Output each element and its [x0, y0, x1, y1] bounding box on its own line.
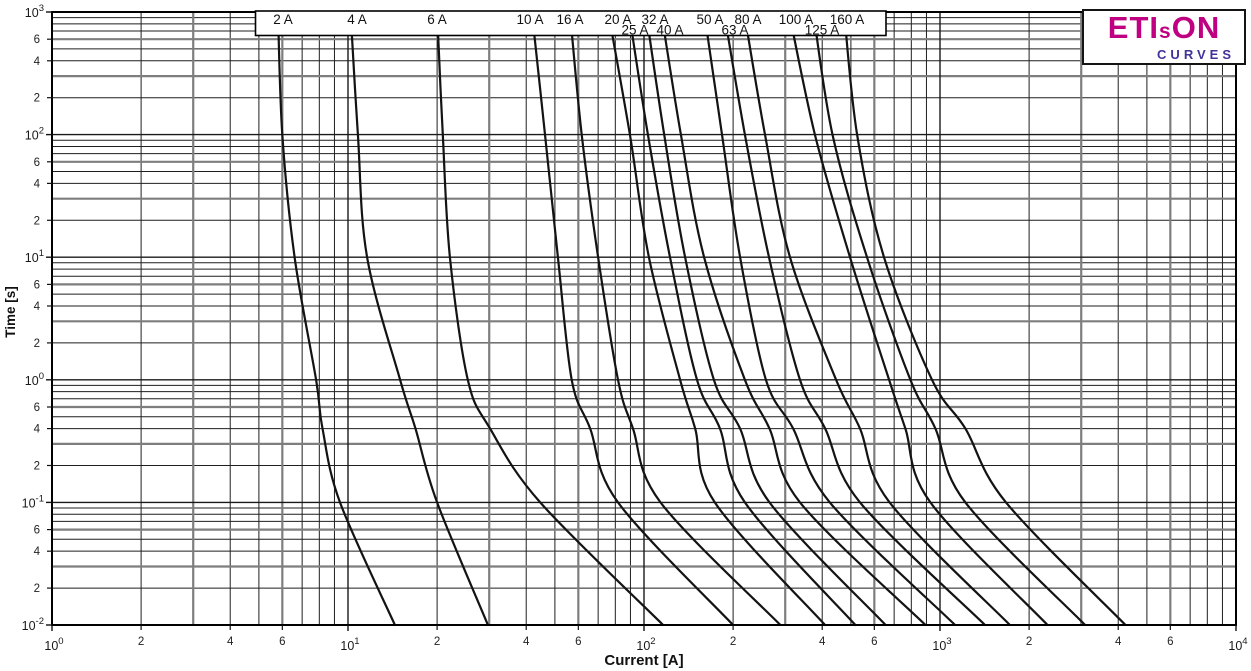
- curve-label-10a: 10 A: [516, 12, 543, 27]
- tick-label-minor: 2: [34, 460, 40, 472]
- tick-label-minor: 6: [34, 279, 40, 291]
- curve-50a: [702, 10, 957, 627]
- tick-label-minor: 6: [575, 636, 581, 648]
- tick-label-minor: 6: [1167, 636, 1173, 648]
- curve-label-40a: 40 A: [656, 23, 683, 38]
- curve-25a: [627, 10, 857, 627]
- y-axis-title: Time [s]: [3, 286, 18, 338]
- curve-label-50a: 50 A: [696, 12, 723, 27]
- logo-brand-on: ON: [1171, 10, 1221, 45]
- tick-label-minor: 2: [34, 583, 40, 595]
- curve-label-32a: 32 A: [641, 12, 668, 27]
- tick-label-minor: 4: [34, 178, 41, 190]
- tick-label-minor: 4: [523, 636, 530, 648]
- tick-label-minor: 2: [34, 338, 40, 350]
- grid-layer: [52, 12, 1237, 625]
- tick-label-minor: 6: [34, 157, 40, 169]
- tick-label-minor: 4: [34, 424, 41, 436]
- tick-label-minor: 6: [871, 636, 877, 648]
- curve-label-16a: 16 A: [556, 12, 583, 27]
- tick-label-minor: 4: [819, 636, 826, 648]
- tick-label-minor: 2: [730, 636, 736, 648]
- curve-label-100a: 100 A: [779, 12, 814, 27]
- tick-label-minor: 4: [1115, 636, 1122, 648]
- axis-ticks-and-labels: 100 2 4 6 101 2 4 6 102 2 4 6 103 2 4 6 104 103 2 4 6 102 2 4 6 1…: [22, 3, 1248, 653]
- tick-label-decade: 103: [932, 636, 951, 653]
- tick-label-decade: 10-2: [22, 616, 44, 633]
- tick-label-minor: 6: [34, 525, 40, 537]
- tick-label-minor: 4: [227, 636, 234, 648]
- tick-label-minor: 2: [34, 215, 40, 227]
- tick-label-minor: 4: [34, 56, 41, 68]
- curve-label-25a: 25 A: [621, 23, 648, 38]
- tick-label-decade: 100: [44, 636, 63, 653]
- curve-label-80a: 80 A: [734, 12, 761, 27]
- curve-63a: [722, 10, 987, 627]
- logo-subtitle: CURVES: [1157, 47, 1235, 62]
- tick-label-decade: 10-1: [22, 493, 44, 510]
- tick-label-decade: 103: [25, 3, 44, 20]
- logo-brand-s: s: [1159, 20, 1172, 43]
- logo-brand: ETIsON: [1093, 12, 1235, 47]
- curve-2a: [276, 10, 396, 627]
- tick-label-minor: 6: [279, 636, 285, 648]
- curve-10a: [530, 10, 735, 627]
- tick-label-decade: 101: [25, 248, 44, 265]
- tick-label-minor: 2: [1026, 636, 1032, 648]
- tick-label-decade: 100: [25, 371, 44, 388]
- curve-160a: [842, 10, 1127, 627]
- curves-layer: [276, 10, 1127, 627]
- tick-label-minor: 6: [34, 34, 40, 46]
- tick-label-minor: 6: [34, 402, 40, 414]
- curve-label-160a: 160 A: [830, 12, 865, 27]
- curve-label-box-frame: [254, 10, 887, 37]
- curve-32a: [644, 10, 887, 627]
- curve-label-2a: 2 A: [273, 12, 293, 27]
- curve-4a: [349, 10, 489, 627]
- curve-16a: [568, 10, 782, 627]
- curve-20a: [607, 10, 827, 627]
- curve-125a: [812, 10, 1087, 627]
- tick-label-minor: 2: [34, 93, 40, 105]
- curve-40a: [660, 10, 927, 627]
- tick-label-decade: 104: [1228, 636, 1247, 653]
- curve-label-20a: 20 A: [604, 12, 631, 27]
- curve-label-6a: 6 A: [427, 12, 447, 27]
- tick-label-decade: 102: [25, 126, 44, 143]
- tick-label-minor: 4: [34, 546, 41, 558]
- logo-box: ETIsON CURVES: [1082, 9, 1246, 65]
- tick-label-minor: 2: [434, 636, 440, 648]
- tick-label-minor: 4: [34, 301, 41, 313]
- curve-80a: [742, 10, 1011, 627]
- curve-6a: [436, 10, 665, 627]
- curve-label-box: 2 A 4 A 6 A 10 A 16 A 20 A25 A32 A40 A 50 A63 …: [254, 10, 887, 38]
- curve-label-125a: 125 A: [805, 23, 840, 38]
- curve-label-63a: 63 A: [721, 23, 748, 38]
- tick-label-decade: 101: [340, 636, 359, 653]
- logo-brand-eti: ETI: [1107, 10, 1160, 45]
- tick-label-minor: 2: [138, 636, 144, 648]
- curve-label-4a: 4 A: [347, 12, 367, 27]
- tick-label-decade: 102: [636, 636, 655, 653]
- x-axis-title: Current [A]: [604, 652, 683, 669]
- curve-100a: [787, 10, 1049, 627]
